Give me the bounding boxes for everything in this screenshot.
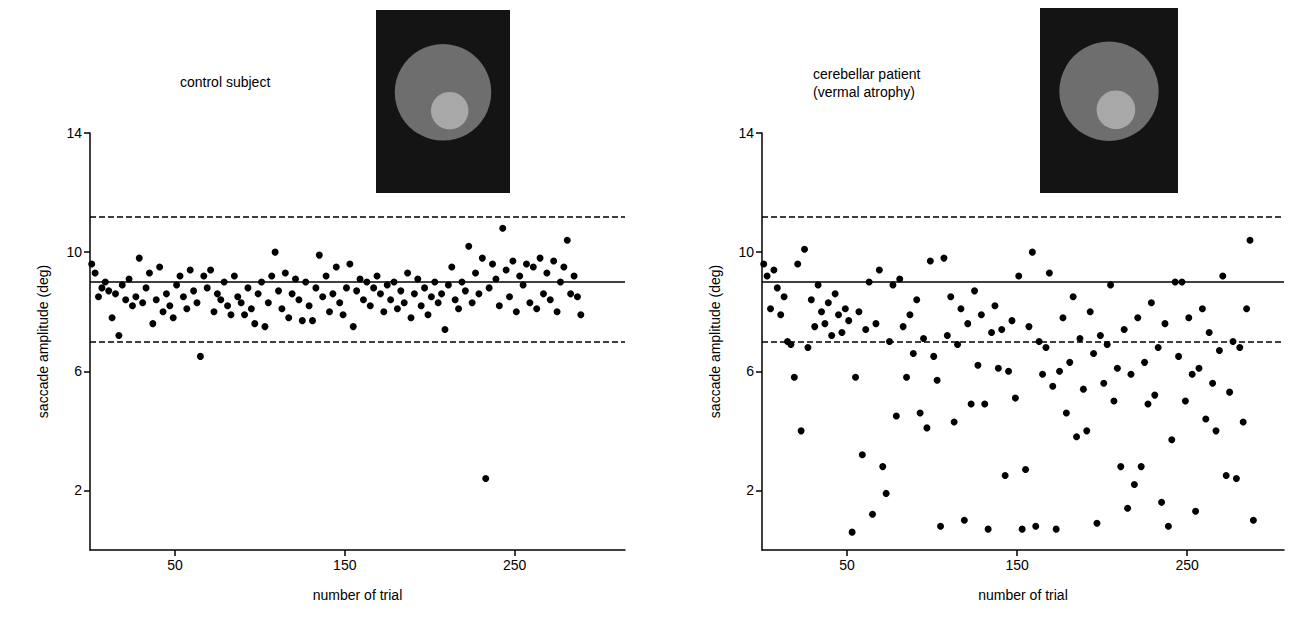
svg-text:cerebellar patient: cerebellar patient: [813, 66, 921, 82]
svg-text:6: 6: [746, 363, 754, 379]
svg-text:6: 6: [74, 363, 82, 379]
svg-text:14: 14: [738, 125, 754, 141]
svg-text:50: 50: [167, 557, 183, 573]
svg-text:14: 14: [66, 125, 82, 141]
svg-text:saccade amplitude (deg): saccade amplitude (deg): [707, 265, 723, 418]
svg-text:(vermal atrophy): (vermal atrophy): [813, 84, 915, 100]
svg-text:150: 150: [1005, 557, 1029, 573]
svg-text:number of trial: number of trial: [978, 587, 1067, 603]
svg-text:10: 10: [738, 244, 754, 260]
svg-text:control subject: control subject: [180, 74, 270, 90]
svg-text:2: 2: [74, 482, 82, 498]
svg-text:50: 50: [839, 557, 855, 573]
svg-text:saccade amplitude (deg): saccade amplitude (deg): [35, 265, 51, 418]
svg-text:250: 250: [503, 557, 527, 573]
svg-text:number of trial: number of trial: [313, 587, 402, 603]
svg-text:10: 10: [66, 244, 82, 260]
svg-text:2: 2: [746, 482, 754, 498]
svg-text:150: 150: [333, 557, 357, 573]
svg-text:250: 250: [1175, 557, 1199, 573]
